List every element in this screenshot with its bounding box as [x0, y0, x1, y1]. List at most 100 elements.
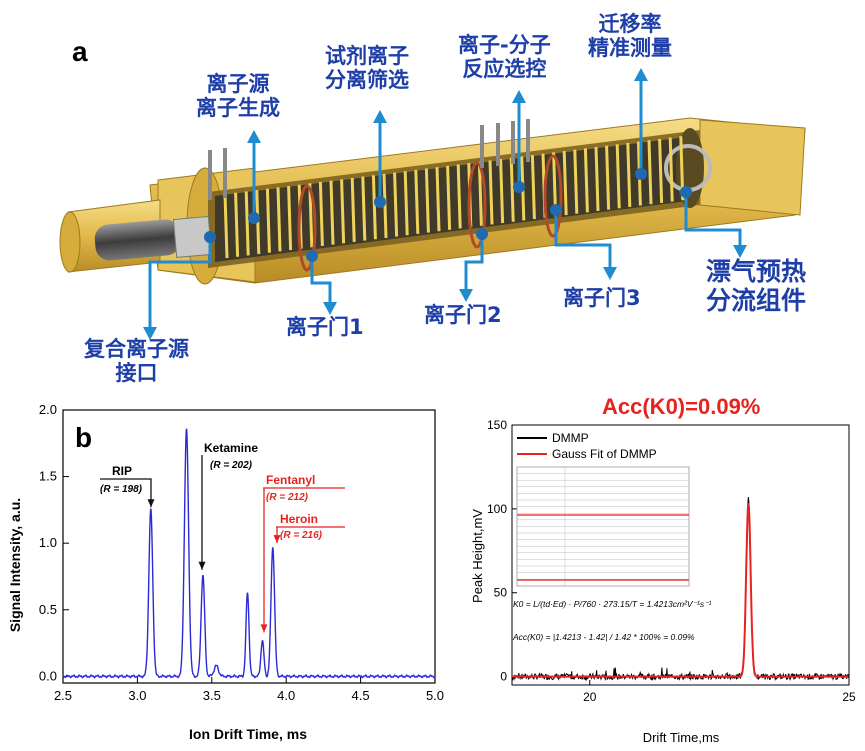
electrode-ring [435, 167, 441, 232]
electrode-ring [308, 183, 314, 248]
electrode-ring [361, 176, 367, 241]
label-mobility: 迁移率 精准测量 [588, 12, 672, 60]
chart-b-plot-area: 2.5 3.0 3.5 4.0 4.5 5.0 0.0 0.5 1.0 1.5 2.0 [39, 402, 444, 703]
electrode-ring [287, 185, 293, 251]
chart-c-ytick-label: 100 [487, 502, 507, 516]
chart-b-xtick-label: 5.0 [426, 688, 444, 703]
label-reaction-line2: 反应选控 [462, 57, 547, 82]
panel-b-letter: b [75, 422, 92, 453]
chart-b-ytick-label: 1.0 [39, 535, 57, 550]
chart-b: 2.5 3.0 3.5 4.0 4.5 5.0 0.0 0.5 1.0 1.5 2.0 b Ion … [7, 402, 444, 742]
label-mobility-line1: 迁移率 [598, 12, 662, 36]
annotation-fentanyl: Fentanyl [266, 473, 315, 487]
chart-c-xtick-label: 20 [583, 690, 597, 704]
ims-tube-illustration [59, 68, 806, 340]
label-drift-gas-line2: 分流组件 [706, 285, 807, 315]
chart-c-frame [511, 424, 850, 686]
chart-b-xtick-label: 4.5 [352, 688, 370, 703]
chart-c: 20 25 0 50 100 150 Drift Time,ms Peak Height,… [470, 420, 856, 745]
top-pins [208, 119, 530, 200]
ion-gates [297, 154, 563, 272]
electrode-ring [509, 157, 515, 222]
label-ion-source-line2: 离子生成 [196, 96, 280, 121]
label-reaction: 离子-分子 反应选控 [458, 33, 551, 81]
electrode-ring [456, 164, 462, 229]
electrode-ring [668, 137, 674, 202]
chart-c-plot-area: 20 25 0 50 100 150 [487, 420, 856, 704]
electrode-ring [234, 192, 240, 257]
label-mobility-line2: 精准测量 [588, 36, 672, 61]
label-reaction-line1: 离子-分子 [458, 33, 551, 57]
chart-b-xlabel: Ion Drift Time, ms [189, 726, 307, 742]
legend-dmmp: DMMP [552, 431, 589, 445]
electrode-ring [393, 172, 399, 237]
chart-b-xtick-label: 3.5 [203, 688, 221, 703]
electrode-ring [477, 161, 483, 226]
electrode-ring [318, 181, 324, 247]
electrode-ring [499, 159, 505, 224]
chart-c-ytick-label: 0 [500, 670, 507, 684]
electrode-ring [647, 140, 653, 205]
electrode-ring [414, 169, 420, 234]
arrow-heads [143, 68, 747, 340]
arrow-dots [204, 168, 692, 262]
electrode-ring [424, 168, 430, 233]
electrode-ring [403, 171, 409, 236]
label-ion-source-line1: 离子源 [206, 72, 270, 96]
chart-b-ytick-label: 2.0 [39, 402, 57, 417]
label-reagent-line2: 分离筛选 [325, 68, 409, 93]
annotation-heroin: Heroin [280, 512, 318, 526]
electrode-ring [626, 142, 632, 207]
label-drift-gas-line1: 漂气预热 [706, 257, 807, 286]
chart-b-series-line [62, 428, 436, 679]
annotation-leader [100, 478, 152, 508]
formula-acc: Acc(K0) = |1.4213 - 1.42| / 1.42 * 100% … [512, 632, 695, 642]
label-reagent: 试剂离子 分离筛选 [325, 44, 409, 92]
annotation-heroin-r: (R = 216) [280, 530, 323, 541]
annotation-rip: RIP [112, 464, 132, 478]
electrode-ring [658, 138, 664, 203]
label-reagent-line1: 试剂离子 [325, 44, 409, 68]
annotation-ketamine-r: (R = 202) [210, 460, 253, 471]
chart-b-ytick-label: 0.5 [39, 602, 57, 617]
electrode-ring [573, 149, 579, 214]
label-interface-line1: 复合离子源 [84, 337, 189, 361]
acc-title: Acc(K0)=0.09% [602, 394, 761, 419]
annotation-arrowhead [260, 624, 268, 633]
annotation-rip-r: (R = 198) [100, 484, 143, 495]
formula-k0: K0 = L/(td·Ed) · P/760 · 273.15/T = 1.42… [513, 599, 712, 609]
chart-b-xtick-label: 3.0 [128, 688, 146, 703]
annotation-arrowhead [273, 535, 281, 544]
tube-body [59, 117, 806, 285]
label-interface: 复合离子源 接口 [84, 337, 189, 385]
panel-a-letter: a [72, 36, 88, 67]
chart-b-xtick-label: 4.0 [277, 688, 295, 703]
chart-c-legend: DMMP Gauss Fit of DMMP [517, 431, 657, 461]
callout-arrows [148, 78, 742, 330]
electrode-ring [562, 150, 568, 216]
chart-c-ytick-label: 50 [494, 586, 508, 600]
legend-fit: Gauss Fit of DMMP [552, 447, 657, 461]
annotation-ketamine: Ketamine [204, 441, 258, 455]
label-ion-source: 离子源 离子生成 [196, 72, 280, 120]
label-gate2: 离子门2 [424, 303, 502, 327]
label-gate3: 离子门3 [563, 286, 641, 310]
label-gate1: 离子门1 [286, 315, 364, 339]
electrode-ring [371, 175, 377, 240]
chart-c-xlabel: Drift Time,ms [643, 730, 720, 745]
electrode-ring [583, 148, 589, 213]
fit-parameter-table [516, 466, 690, 587]
chart-c-series-fit [512, 503, 849, 678]
electrode-ring [223, 194, 229, 259]
chart-b-ytick-label: 1.5 [39, 469, 57, 484]
chart-c-ytick-label: 150 [487, 420, 507, 432]
electrode-ring [615, 144, 621, 209]
electrode-ring [350, 177, 356, 242]
electrode-ring [340, 179, 346, 244]
electrode-ring [382, 173, 388, 238]
electrode-ring [488, 160, 494, 225]
electrode-ring [530, 155, 536, 220]
electrode-ring [605, 145, 611, 210]
label-drift-gas: 漂气预热 分流组件 [706, 257, 807, 316]
annotation-fentanyl-r: (R = 212) [266, 492, 309, 503]
